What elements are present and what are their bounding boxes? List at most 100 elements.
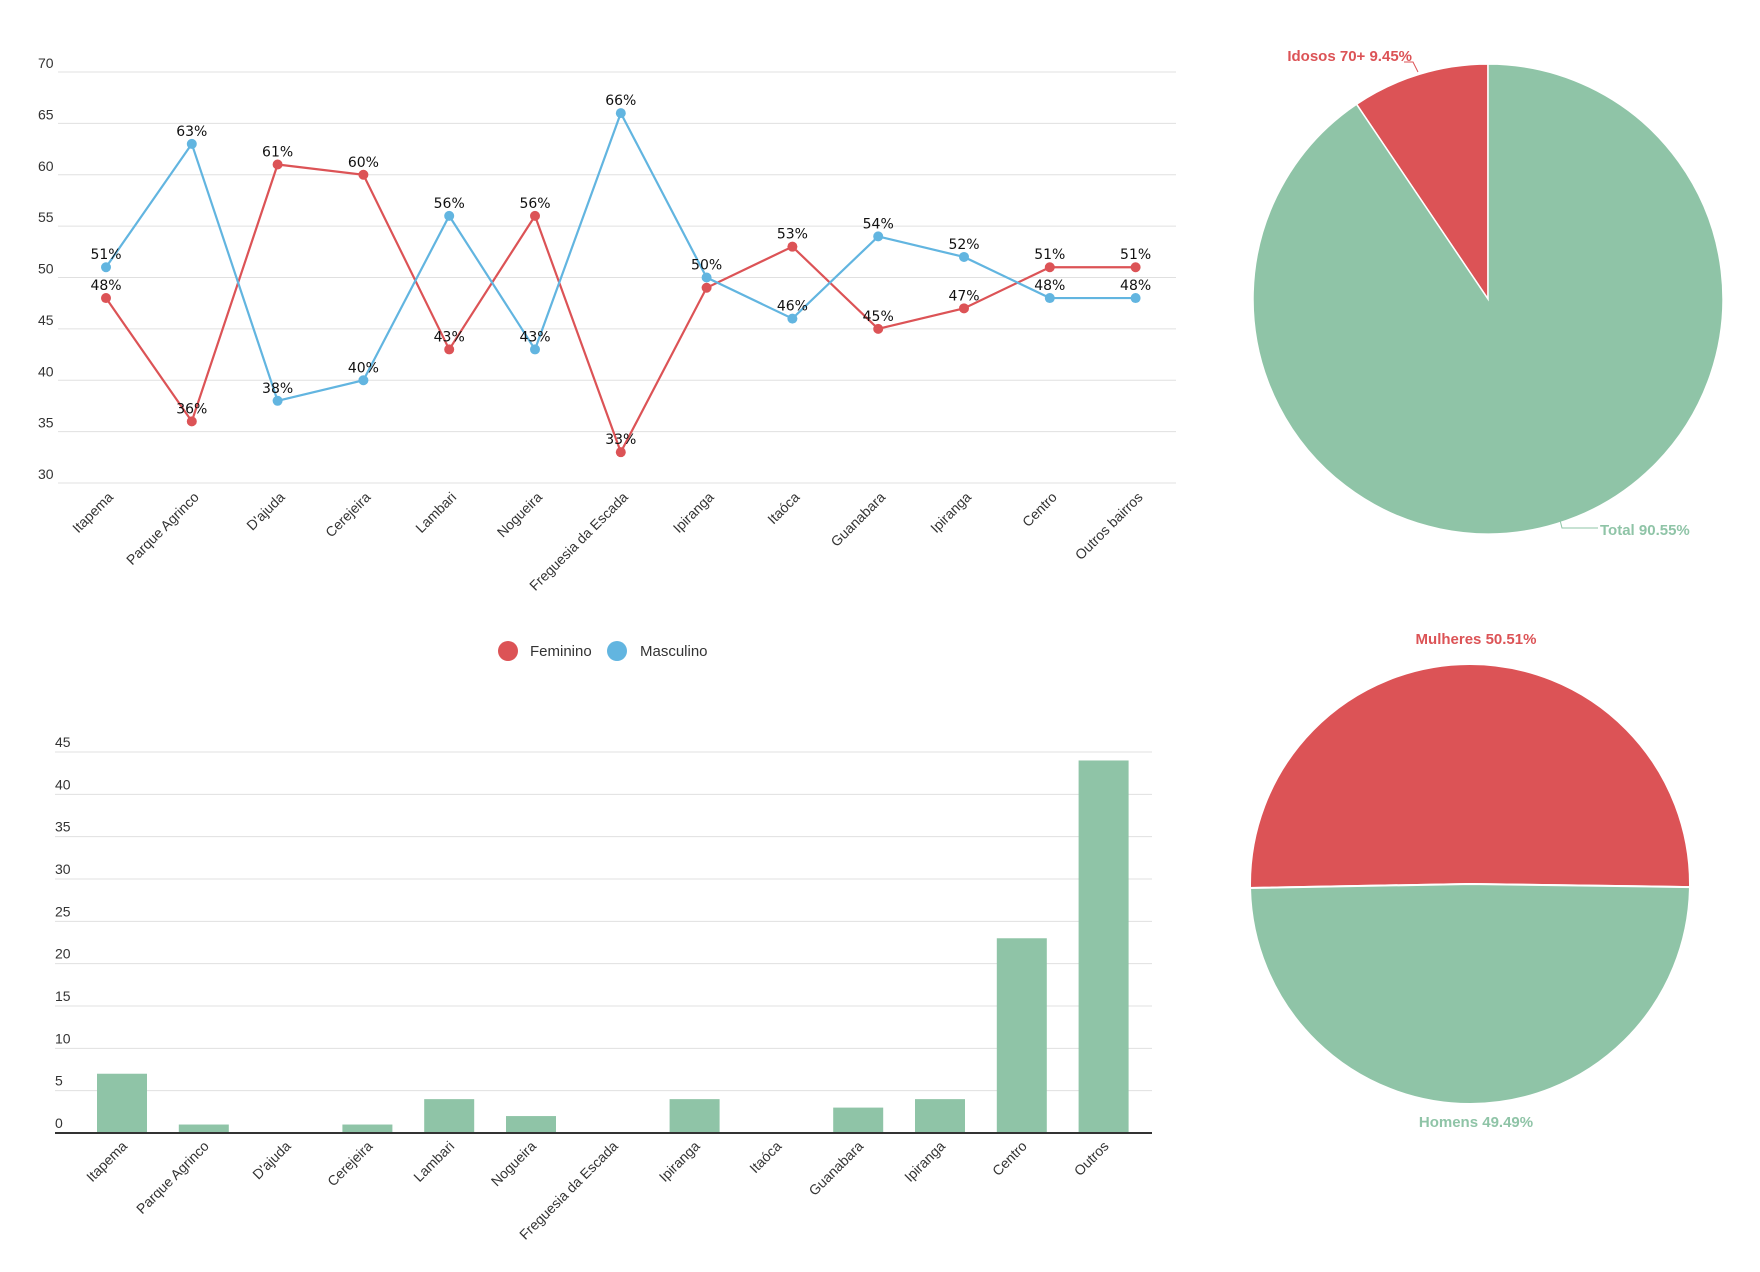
series-point-masculino	[959, 251, 969, 262]
bar-y-tick-label: 0	[55, 1115, 63, 1131]
pie-slice	[1249, 662, 1691, 889]
bar	[178, 1124, 229, 1133]
series-point-feminino	[1044, 262, 1055, 273]
data-label-feminino: 45%	[863, 309, 894, 325]
bar-x-category-label: Ipiranga	[656, 1138, 703, 1185]
bar-y-tick-label: 15	[55, 988, 71, 1004]
series-point-masculino	[101, 262, 111, 273]
series-point-feminino	[1130, 262, 1141, 273]
line-x-category-label: Centro	[1019, 489, 1060, 530]
bar-y-tick-label: 45	[55, 734, 71, 750]
data-label-feminino: 61%	[262, 144, 293, 160]
data-label-feminino: 56%	[519, 196, 550, 212]
line-y-tick-label: 40	[38, 363, 54, 379]
data-label-feminino: 43%	[434, 329, 465, 345]
bar-x-category-label: Cerejeira	[324, 1138, 376, 1190]
bar-y-tick-label: 35	[55, 819, 71, 835]
legend-marker-feminino	[498, 641, 518, 661]
line-y-tick-label: 55	[38, 209, 54, 225]
bar	[996, 938, 1047, 1133]
line-x-category-label: Guanabara	[827, 489, 888, 550]
series-point-masculino	[615, 108, 626, 119]
data-label-masculino: 43%	[519, 329, 550, 345]
series-point-feminino	[358, 169, 369, 180]
data-label-feminino: 47%	[948, 288, 979, 304]
series-line-masculino	[105, 110, 1136, 403]
line-x-category-label: Lambari	[412, 489, 459, 536]
data-label-feminino: 51%	[1120, 247, 1151, 263]
line-y-tick-label: 50	[38, 261, 54, 277]
series-point-feminino	[186, 416, 197, 427]
legend-label-feminino: Feminino	[530, 643, 592, 660]
bar-y-tick-label: 10	[55, 1030, 71, 1046]
data-label-masculino: 66%	[605, 93, 636, 109]
bar-x-category-label: Nogueira	[488, 1138, 540, 1190]
series-point-masculino	[1044, 293, 1055, 304]
pie-slice-label: Idosos 70+ 9.45%	[1287, 48, 1412, 65]
legend-label-masculino: Masculino	[640, 643, 708, 660]
bar	[97, 1073, 147, 1133]
series-point-masculino	[787, 313, 798, 324]
line-x-category-label: Ipiranga	[670, 489, 717, 536]
series-point-feminino	[272, 159, 283, 170]
bar-y-tick-label: 20	[55, 946, 71, 962]
pie-slice-label: Mulheres 50.51%	[1416, 631, 1537, 648]
line-y-tick-label: 60	[38, 158, 54, 174]
data-label-feminino: 51%	[1034, 247, 1065, 263]
pie-slice	[1249, 882, 1691, 1105]
data-label-masculino: 63%	[176, 124, 207, 140]
pie-leader-line	[1404, 61, 1419, 73]
neighborhood-bar-chart: 0 5 10 15 20 25 30 35 40 45 Itapema Parque Agrinco D…	[55, 734, 1152, 1243]
data-label-masculino: 51%	[90, 247, 121, 263]
elderly-pie-chart: Idosos 70+ 9.45% Total 90.55%	[1252, 48, 1724, 539]
line-x-category-label: D'ajuda	[243, 489, 288, 534]
bar-y-tick-label: 5	[55, 1073, 63, 1089]
bar-x-category-label: Lambari	[410, 1138, 457, 1185]
pie-slice	[1355, 63, 1489, 302]
data-label-masculino: 48%	[1120, 278, 1151, 294]
series-point-masculino	[358, 375, 369, 386]
line-y-tick-label: 65	[38, 106, 54, 122]
bar-y-tick-label: 40	[55, 776, 71, 792]
data-label-masculino: 50%	[691, 258, 722, 274]
bar	[424, 1099, 475, 1133]
line-x-category-label: Freguesia da Escada	[526, 489, 631, 594]
bar-x-category-label: D'ajuda	[249, 1138, 294, 1183]
series-point-feminino	[959, 303, 969, 314]
line-x-category-label: Parque Agrinco	[123, 489, 202, 568]
line-y-tick-label: 45	[38, 312, 54, 328]
bar-x-category-label: Centro	[989, 1138, 1030, 1179]
series-point-masculino	[701, 272, 712, 283]
data-label-feminino: 48%	[90, 278, 121, 294]
bar	[833, 1107, 884, 1133]
gender-pie-chart: Mulheres 50.51% Homens 49.49%	[1249, 631, 1691, 1131]
bar	[669, 1099, 720, 1133]
series-point-feminino	[530, 210, 540, 221]
line-x-category-label: Cerejeira	[322, 489, 374, 541]
data-label-feminino: 33%	[605, 432, 636, 448]
bar-y-tick-label: 30	[55, 861, 71, 877]
series-point-feminino	[873, 323, 884, 334]
bar	[506, 1116, 556, 1133]
series-line-feminino	[105, 163, 1136, 455]
bar-x-category-label: Itaóca	[746, 1138, 784, 1176]
data-label-feminino: 36%	[176, 401, 207, 417]
series-point-masculino	[444, 210, 455, 221]
data-label-feminino: 60%	[348, 155, 379, 171]
line-x-category-label: Itapema	[69, 489, 116, 536]
pie-slice	[1252, 63, 1724, 535]
line-x-category-label: Itaóca	[764, 489, 802, 527]
series-point-feminino	[787, 241, 798, 252]
data-label-masculino: 52%	[948, 237, 979, 253]
bar	[342, 1124, 393, 1133]
series-point-masculino	[272, 395, 283, 406]
bar	[915, 1099, 965, 1133]
data-label-masculino: 56%	[434, 196, 465, 212]
data-label-masculino: 40%	[348, 360, 379, 376]
line-x-category-label: Ipiranga	[927, 489, 974, 536]
line-y-tick-label: 70	[38, 55, 54, 71]
data-label-masculino: 48%	[1034, 278, 1065, 294]
line-x-category-label: Outros bairros	[1072, 489, 1146, 563]
line-y-tick-label: 35	[38, 415, 54, 431]
